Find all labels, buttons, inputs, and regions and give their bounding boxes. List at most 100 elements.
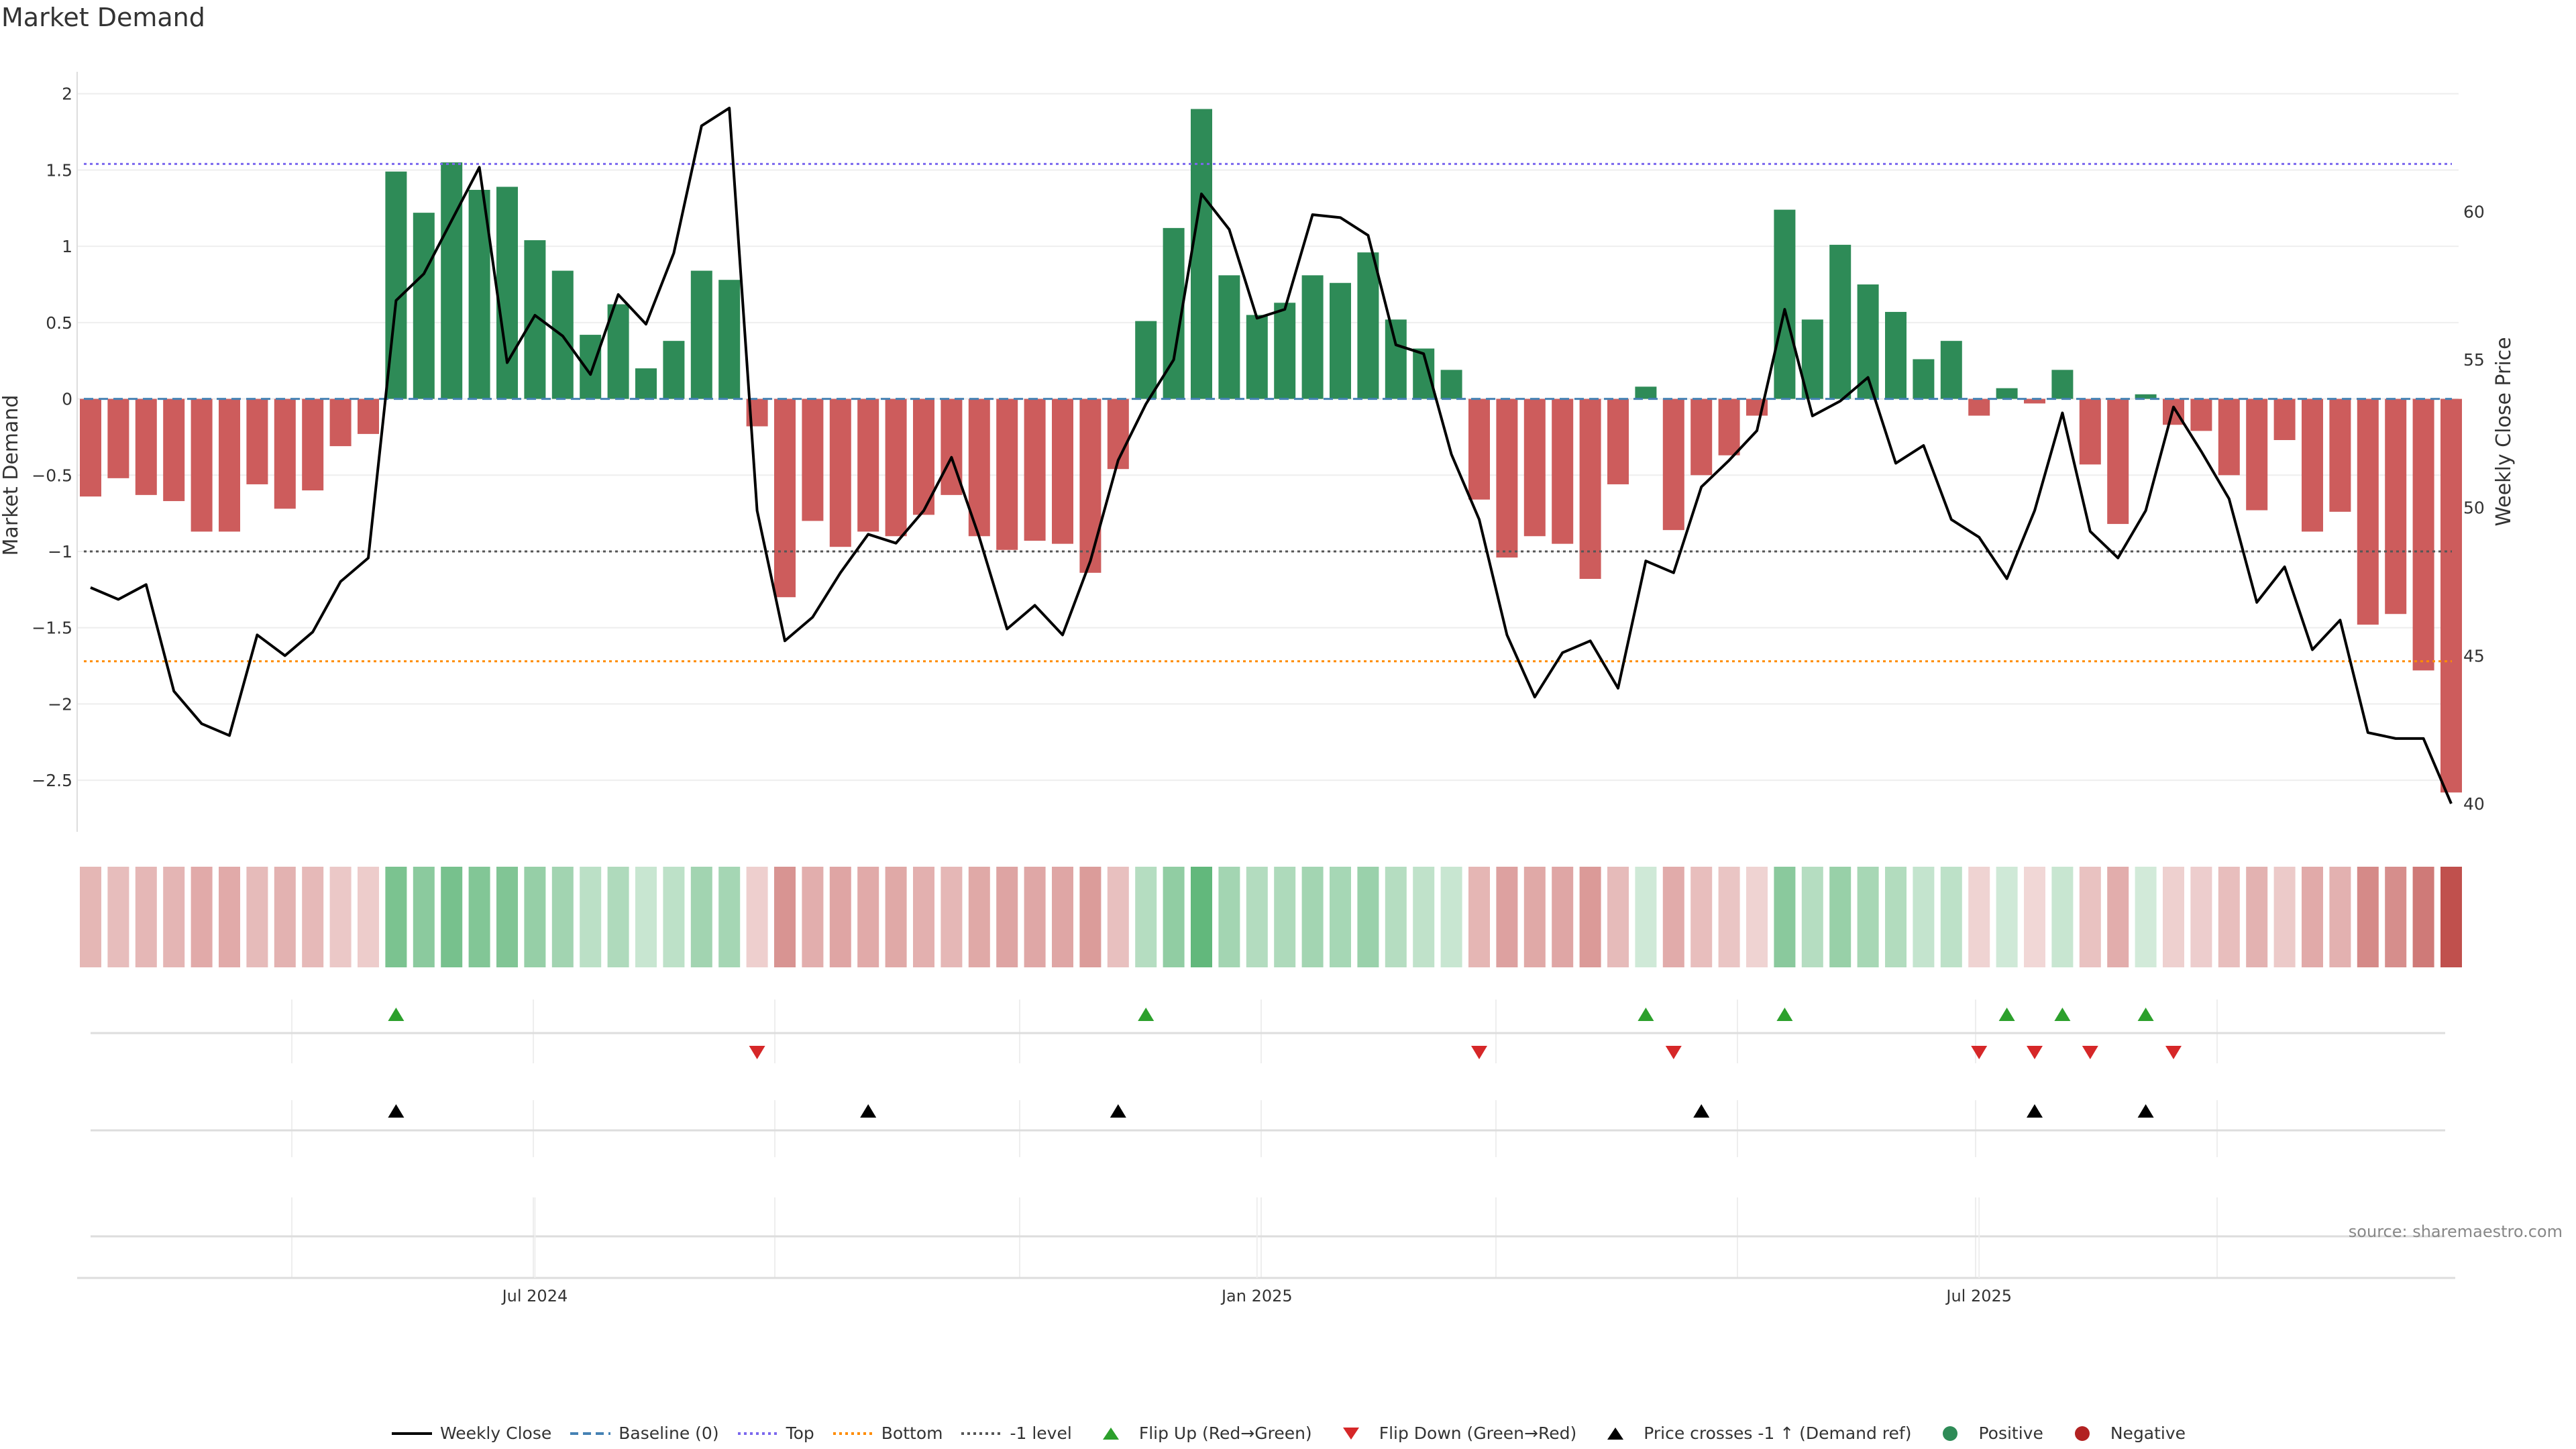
demand-bar-negative — [2329, 399, 2351, 512]
y-tick-label: 1 — [62, 237, 72, 256]
demand-bar-negative — [1468, 399, 1490, 500]
demand-bar-negative — [191, 399, 213, 532]
demand-bar-negative — [1079, 399, 1101, 573]
heat-strip-cell — [2080, 867, 2101, 967]
dashed-line-icon — [569, 1425, 612, 1442]
demand-bar-positive — [580, 335, 601, 399]
triangle-up-icon — [1594, 1425, 1637, 1442]
heat-strip-cell — [1524, 867, 1546, 967]
heat-strip-cell — [2218, 867, 2240, 967]
heat-strip-cell — [1441, 867, 1462, 967]
heat-strip-cell — [1108, 867, 1129, 967]
heat-strip-cell — [1357, 867, 1379, 967]
heat-strip-cell — [802, 867, 823, 967]
heat-strip-cell — [2413, 867, 2434, 967]
demand-bar-positive — [718, 280, 740, 398]
heat-strip-cell — [2163, 867, 2184, 967]
y2-tick-label: 55 — [2463, 350, 2485, 370]
flip-up-marker — [1138, 1008, 1154, 1021]
demand-bar-positive — [1441, 370, 1462, 398]
legend-label: Bottom — [881, 1424, 943, 1443]
demand-bar-positive — [1885, 312, 1907, 399]
market-demand-chart: 21.510.50−0.5−1−1.5−2−2.56055504540Marke… — [0, 0, 2576, 1449]
legend-label: Flip Up (Red→Green) — [1139, 1424, 1312, 1443]
legend-label: Flip Down (Green→Red) — [1379, 1424, 1577, 1443]
heat-strip-cell — [1024, 867, 1046, 967]
demand-bar-negative — [802, 399, 823, 521]
heat-strip-cell — [1496, 867, 1517, 967]
flip-down-marker — [2165, 1046, 2182, 1059]
heat-strip-cell — [2274, 867, 2296, 967]
heat-strip-cell — [2440, 867, 2462, 967]
price-cross-marker — [1693, 1104, 1709, 1118]
demand-bar-positive — [1357, 252, 1379, 398]
legend-item: Baseline (0) — [569, 1424, 718, 1443]
heat-strip-cell — [358, 867, 379, 967]
heat-strip-cell — [246, 867, 268, 967]
legend-label: Price crosses -1 ↑ (Demand ref) — [1644, 1424, 1911, 1443]
heat-strip-cell — [2246, 867, 2267, 967]
legend-item: Price crosses -1 ↑ (Demand ref) — [1594, 1424, 1911, 1443]
demand-bar-negative — [2357, 399, 2379, 625]
demand-bar-negative — [330, 399, 352, 447]
price-cross-marker — [1110, 1104, 1126, 1118]
y-tick-label: 2 — [62, 85, 72, 104]
heat-strip-cell — [163, 867, 184, 967]
demand-bar-positive — [635, 368, 657, 398]
demand-bar-positive — [1330, 283, 1351, 399]
heat-strip-cell — [1413, 867, 1434, 967]
flip-up-marker — [1638, 1008, 1654, 1021]
demand-bar-positive — [441, 162, 462, 399]
heat-strip-cell — [1246, 867, 1268, 967]
legend-item: Positive — [1929, 1424, 2043, 1443]
heat-strip-cell — [1385, 867, 1407, 967]
legend-item: Negative — [2061, 1424, 2186, 1443]
demand-bar-negative — [1663, 399, 1684, 531]
demand-bar-negative — [2080, 399, 2101, 465]
x-tick-label: Jan 2025 — [1220, 1287, 1293, 1305]
demand-bar-negative — [1968, 399, 1990, 416]
heat-strip-cell — [1774, 867, 1795, 967]
x-tick-label: Jul 2025 — [1945, 1287, 2012, 1305]
demand-bar-positive — [1302, 275, 1324, 398]
heat-strip-cell — [80, 867, 101, 967]
y-tick-label: 1.5 — [46, 160, 72, 180]
heat-strip-cell — [747, 867, 768, 967]
solid-line-icon — [390, 1425, 433, 1442]
heat-strip-cell — [1163, 867, 1185, 967]
demand-bar-negative — [1496, 399, 1517, 558]
heat-strip-cell — [136, 867, 157, 967]
y-axis-label: Market Demand — [0, 395, 23, 556]
heat-strip-cell — [1607, 867, 1629, 967]
demand-bar-negative — [2190, 399, 2212, 431]
demand-bar-positive — [413, 213, 435, 398]
demand-bar-positive — [1274, 303, 1295, 398]
legend-item: -1 level — [960, 1424, 1071, 1443]
demand-bar-negative — [136, 399, 157, 495]
y-tick-label: −0.5 — [32, 466, 72, 485]
heat-strip-cell — [663, 867, 684, 967]
demand-bar-negative — [2246, 399, 2267, 511]
demand-bar-negative — [219, 399, 240, 532]
heat-strip-cell — [1302, 867, 1324, 967]
heat-strip-cell — [1968, 867, 1990, 967]
heat-strip-cell — [1690, 867, 1712, 967]
heat-strip-cell — [1913, 867, 1934, 967]
heat-strip-cell — [1135, 867, 1157, 967]
demand-bar-positive — [1135, 321, 1157, 399]
flip-down-marker — [2027, 1046, 2043, 1059]
heat-strip-cell — [2024, 867, 2045, 967]
y2-tick-label: 45 — [2463, 646, 2485, 665]
heat-strip-cell — [2051, 867, 2073, 967]
demand-bar-positive — [1774, 210, 1795, 399]
legend-label: Positive — [1978, 1424, 2043, 1443]
demand-bar-positive — [663, 341, 684, 398]
heat-strip-cell — [413, 867, 435, 967]
demand-bar-negative — [2302, 399, 2323, 532]
heat-strip-cell — [552, 867, 574, 967]
heat-strip-cell — [1635, 867, 1656, 967]
dotted-line-icon — [960, 1425, 1003, 1442]
heat-strip-cell — [1746, 867, 1768, 967]
heat-strip-cell — [2190, 867, 2212, 967]
heat-strip-cell — [1996, 867, 2018, 967]
